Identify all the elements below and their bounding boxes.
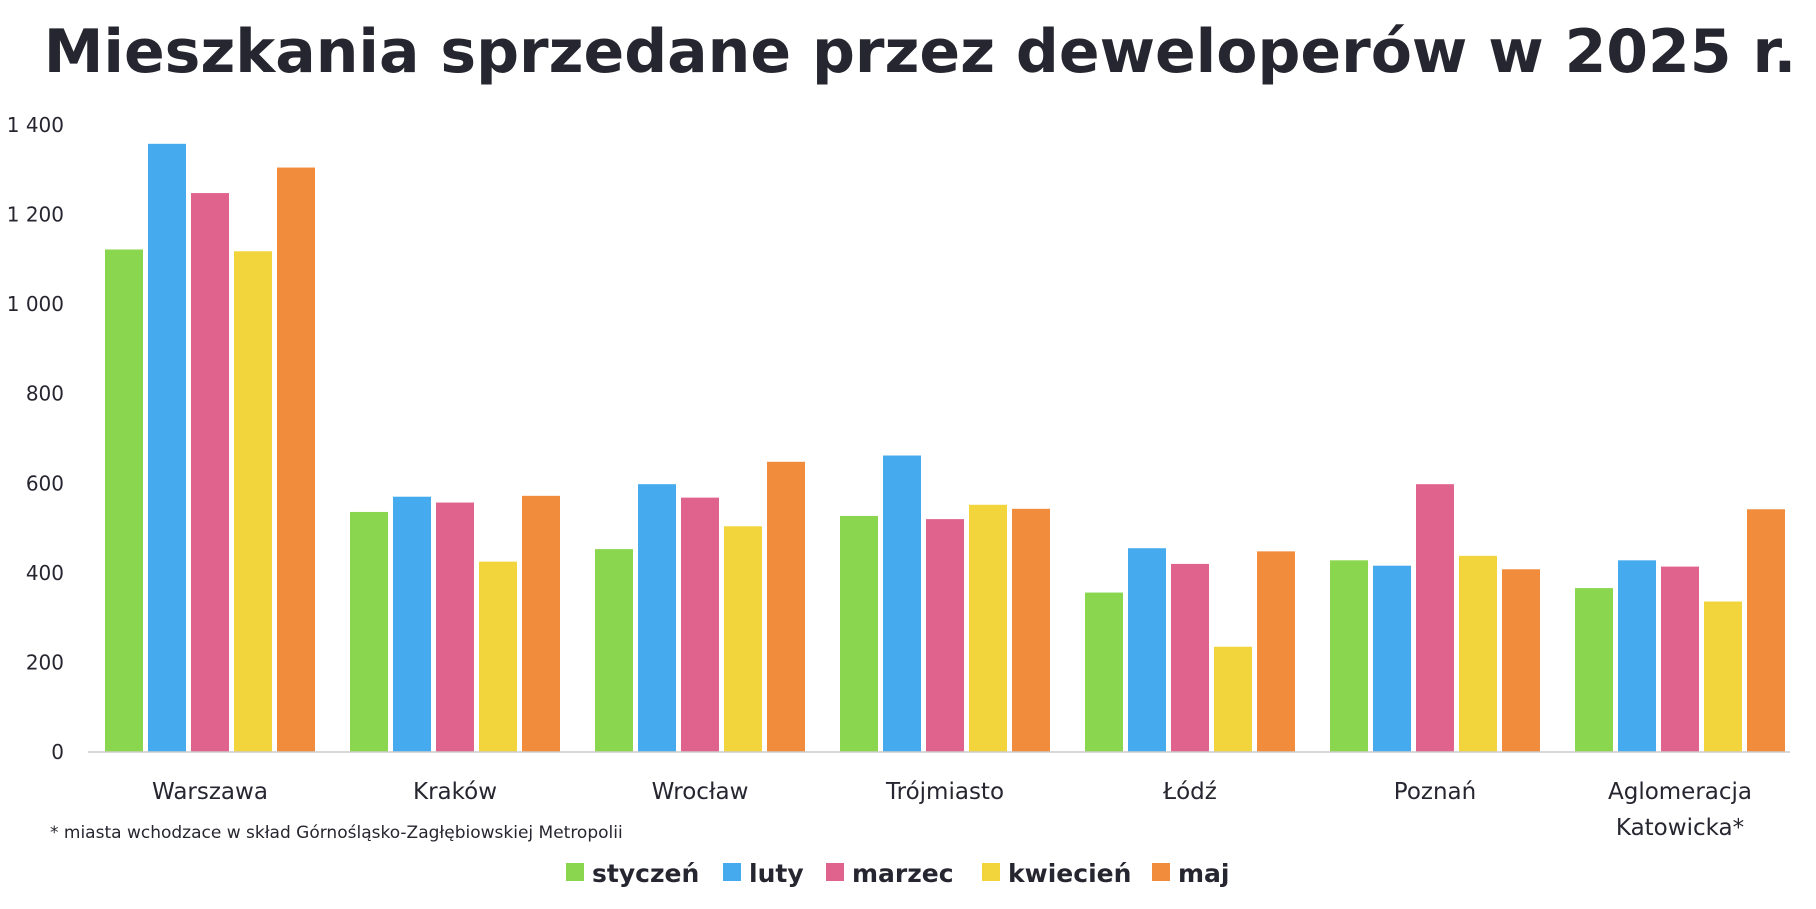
bar-marzec [681,497,719,752]
legend-label: luty [749,859,804,888]
legend-label: kwiecień [1008,859,1131,888]
legend-label: maj [1178,859,1230,888]
y-tick-label: 600 [26,471,64,495]
bar-group [1085,548,1295,752]
bar-kwiecień [479,561,517,752]
bar-styczeń [840,515,878,752]
x-tick-label: Kraków [413,779,497,805]
x-tick-label-line: Wrocław [652,779,749,805]
legend-label: marzec [852,859,954,888]
bar-maj [1012,508,1050,752]
legend-item: styczeń [566,859,699,888]
x-tick-label-line: Poznań [1394,779,1476,805]
y-tick-label: 200 [26,650,64,674]
bar-kwiecień [1214,646,1252,752]
bar-marzec [1171,563,1209,752]
legend-item: maj [1152,859,1230,888]
bar-luty [1373,565,1411,752]
bar-group [350,495,560,752]
bar-marzec [191,193,229,752]
bar-maj [277,167,315,752]
bar-styczeń [1085,592,1123,752]
x-tick-label-line: Łódź [1162,779,1217,805]
bar-styczeń [1575,588,1613,752]
bar-luty [883,455,921,752]
x-tick-label-line: Katowicka* [1616,815,1744,841]
legend-swatch [982,863,1000,881]
legend-item: luty [723,859,804,888]
footnote: * miasta wchodzace w skład Górnośląsko-Z… [50,823,623,843]
bar-kwiecień [1459,555,1497,752]
bar-maj [522,495,560,752]
x-tick-label: Trójmiasto [885,779,1004,805]
x-tick-label-line: Aglomeracja [1608,779,1752,805]
legend-swatch [723,863,741,881]
bars [105,143,1785,753]
bar-marzec [1416,484,1454,752]
bar-styczeń [350,511,388,752]
bar-group [1575,509,1785,752]
bar-maj [1257,551,1295,752]
bar-kwiecień [969,504,1007,752]
bar-group [105,143,315,753]
bar-styczeń [595,549,633,752]
x-tick-label: Łódź [1162,779,1217,805]
bar-luty [393,496,431,752]
y-tick-label: 0 [51,740,64,764]
legend-swatch [826,863,844,881]
x-tick-label-line: Kraków [413,779,497,805]
bar-maj [1502,569,1540,752]
x-tick-label: Wrocław [652,779,749,805]
x-tick-label: Poznań [1394,779,1476,805]
bar-marzec [436,502,474,752]
bar-maj [767,461,805,752]
bar-luty [1128,548,1166,752]
y-tick-label: 1 400 [7,113,64,137]
bar-kwiecień [724,526,762,752]
legend-swatch [566,863,584,881]
bar-marzec [926,519,964,752]
bar-kwiecień [234,251,272,752]
bar-group [1330,484,1540,752]
bar-luty [638,484,676,752]
legend-item: marzec [826,859,954,888]
chart-title: Mieszkania sprzedane przez deweloperów w… [44,17,1797,87]
x-tick-label-line: Trójmiasto [885,779,1004,805]
bar-luty [1618,560,1656,752]
bar-group [840,455,1050,752]
x-axis: Warszawa Kraków Wrocław Trójmiasto Łódź Pozna… [152,779,1752,841]
x-tick-label: Aglomeracja Katowicka* [1608,779,1752,841]
y-tick-label: 1 000 [7,292,64,316]
y-axis: 0 200 400 600 800 1 000 1 200 1 400 [7,113,64,764]
legend-swatch [1152,863,1170,881]
bar-luty [148,143,186,752]
legend: styczeń luty marzec kwiecień maj [566,859,1230,888]
bar-styczeń [1330,560,1368,752]
bar-group [595,461,805,752]
x-tick-label-line: Warszawa [152,779,268,805]
y-tick-label: 800 [26,382,64,406]
bar-maj [1747,509,1785,752]
bar-styczeń [105,249,143,753]
legend-item: kwiecień [982,859,1131,888]
bar-marzec [1661,566,1699,752]
bar-kwiecień [1704,601,1742,752]
y-tick-label: 400 [26,561,64,585]
legend-label: styczeń [592,859,699,888]
y-tick-label: 1 200 [7,203,64,227]
x-tick-label: Warszawa [152,779,268,805]
